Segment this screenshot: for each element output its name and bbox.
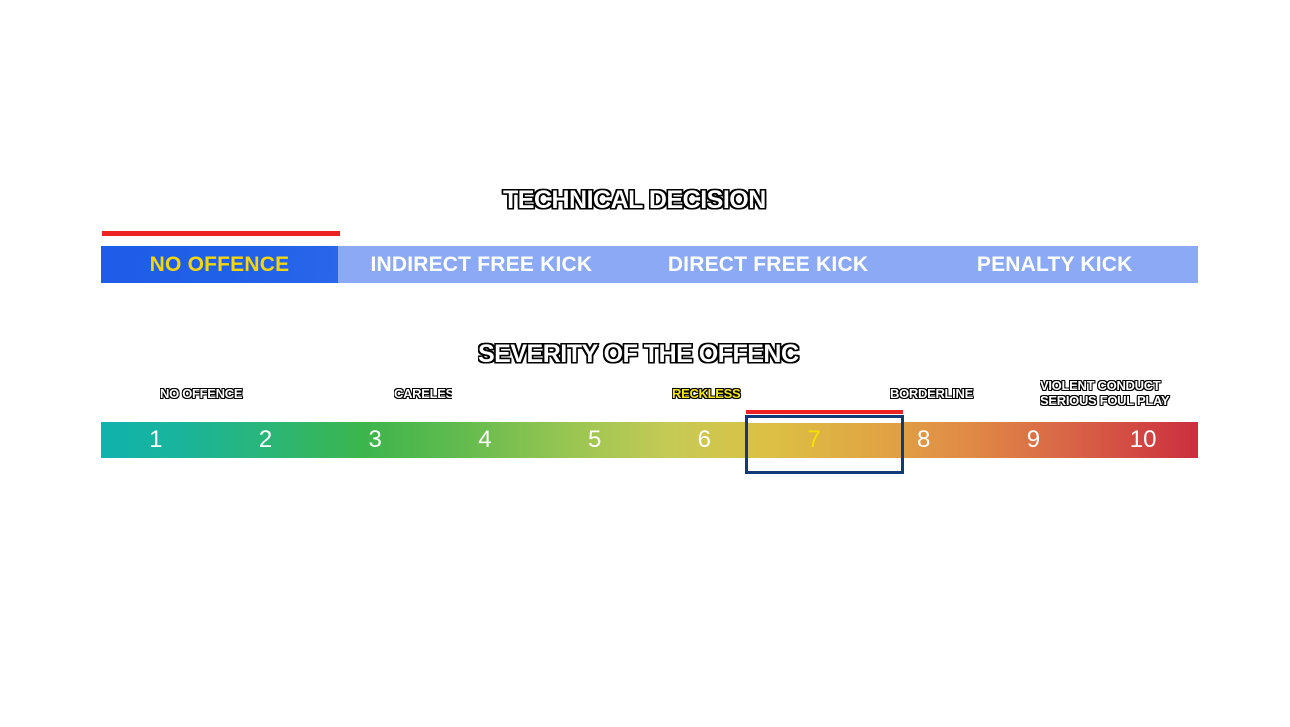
severity-step-2[interactable]: 2 xyxy=(258,426,273,453)
technical-option-direct-free-kick[interactable]: DIRECT FREE KICK xyxy=(624,246,912,283)
severity-step-1[interactable]: 1 xyxy=(149,426,163,453)
technical-decision-title: TECHNICAL DECISION xyxy=(502,185,767,215)
severity-label-violent-conduct-line1: VIOLENT CONDUCT xyxy=(1040,378,1161,393)
technical-decision-bar: NO OFFENCE INDIRECT FREE KICK DIRECT FRE… xyxy=(101,246,1199,283)
severity-label-serious-foul-play-line2: SERIOUS FOUL PLAY xyxy=(1040,393,1170,408)
severity-step-4[interactable]: 4 xyxy=(478,426,492,453)
severity-label-no-offence: NO OFFENCE xyxy=(160,386,243,401)
technical-selection-indicator-line xyxy=(102,231,340,236)
severity-step-7[interactable]: 7 xyxy=(807,426,821,453)
severity-of-offence-title: SEVERITY OF THE OFFENC xyxy=(478,340,800,369)
severity-selection-indicator-line xyxy=(746,410,903,414)
severity-step-8[interactable]: 8 xyxy=(917,426,931,453)
severity-step-9[interactable]: 9 xyxy=(1026,426,1041,453)
severity-step-10[interactable]: 10 xyxy=(1129,426,1157,453)
severity-step-6[interactable]: 6 xyxy=(697,426,712,453)
technical-option-penalty-kick[interactable]: PENALTY KICK xyxy=(911,246,1199,283)
selection-mask-top xyxy=(748,418,901,423)
severity-label-violent-conduct: VIOLENT CONDUCT SERIOUS FOUL PLAY xyxy=(1040,378,1174,408)
severity-gradient-bar[interactable]: 1 2 3 4 5 6 7 8 9 10 xyxy=(101,422,1198,458)
severity-label-careless: CARELESS xyxy=(394,386,452,401)
severity-label-borderline: BORDERLINE xyxy=(890,386,974,401)
severity-step-3[interactable]: 3 xyxy=(368,426,382,453)
technical-option-no-offence[interactable]: NO OFFENCE xyxy=(101,246,338,283)
severity-step-5[interactable]: 5 xyxy=(587,426,602,453)
severity-label-reckless: RECKLESS xyxy=(672,386,741,401)
selection-mask-bottom xyxy=(748,458,901,471)
technical-option-indirect-free-kick[interactable]: INDIRECT FREE KICK xyxy=(338,246,625,283)
